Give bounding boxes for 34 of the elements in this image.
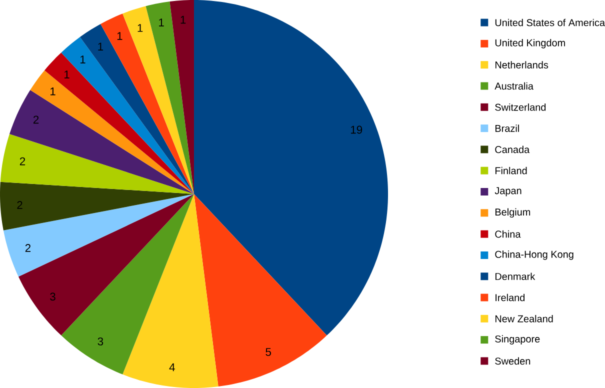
legend-label: Switzerland — [495, 103, 546, 111]
legend-label: Sweden — [495, 357, 530, 365]
legend-label: Belgium — [495, 208, 530, 218]
legend-label: Denmark — [495, 272, 536, 280]
data-label: 1 — [138, 24, 143, 32]
data-label: 1 — [64, 70, 70, 78]
legend-label: Netherlands — [495, 61, 548, 68]
legend-label: Ireland — [496, 294, 525, 302]
legend-label: Finland — [495, 166, 527, 174]
data-label: 2 — [25, 244, 30, 252]
data-label: 1 — [117, 32, 122, 40]
data-label: 4 — [169, 363, 175, 372]
legend-label: China-Hong Kong — [495, 250, 574, 260]
data-label: 2 — [17, 201, 22, 209]
legend-label: Brazil — [495, 124, 519, 132]
data-label: 1 — [159, 18, 164, 26]
data-label: 2 — [33, 116, 39, 124]
data-label: 1 — [80, 56, 86, 64]
data-label: 1 — [50, 88, 56, 96]
legend-label: Singapore — [495, 335, 540, 344]
legend-label: China — [495, 230, 521, 238]
legend-label: United States of America — [495, 18, 605, 26]
legend-label: Australia — [494, 82, 534, 90]
data-label: 5 — [266, 348, 272, 356]
legend-label: United Kingdom — [495, 39, 565, 48]
data-label: 1 — [98, 42, 104, 50]
legend-label: New Zealand — [495, 315, 553, 322]
data-label: 3 — [98, 337, 104, 346]
data-label: 2 — [20, 157, 26, 166]
data-label: 1 — [180, 16, 186, 24]
legend-label: Canada — [495, 146, 530, 154]
data-label: 3 — [50, 292, 56, 301]
data-label: 19 — [350, 126, 362, 134]
legend-label: Japan — [494, 187, 522, 196]
